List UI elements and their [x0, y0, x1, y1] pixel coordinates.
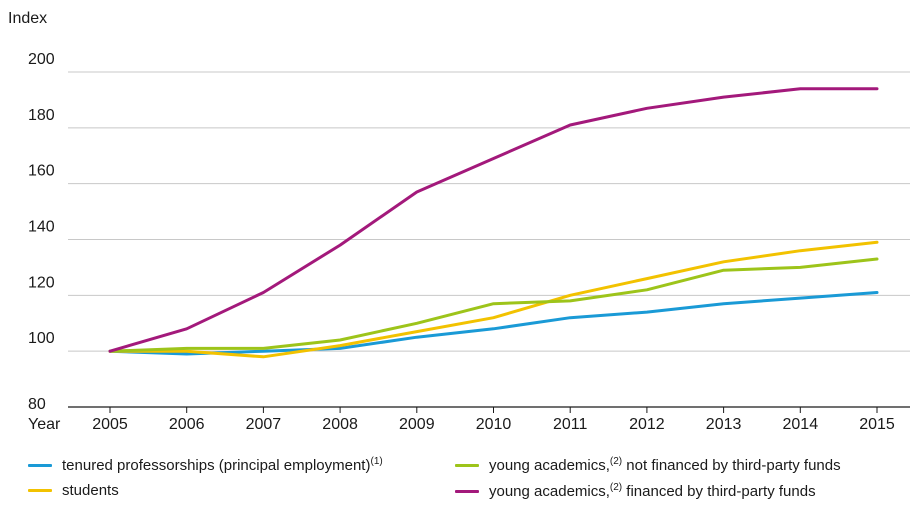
- legend-item-young-financed: young academics,(2) financed by third-pa…: [455, 482, 816, 500]
- x-tick-label: 2010: [476, 416, 512, 433]
- y-axis-ticks: 80 100 120 140 160 180 200: [28, 51, 55, 413]
- x-tick-label: 2006: [169, 416, 205, 433]
- x-axis-ticks: 2005 2006 2007 2008 2009 2010 2011 2012 2013 2014…: [92, 407, 895, 433]
- x-tick-label: 2014: [783, 416, 819, 433]
- legend-label: young academics,: [489, 483, 610, 500]
- x-axis-title: Year: [28, 416, 61, 433]
- x-tick-label: 2009: [399, 416, 435, 433]
- legend-item-young-not-financed: young academics,(2) not financed by thir…: [455, 456, 841, 474]
- legend-label-suffix: not financed by third-party funds: [622, 457, 841, 474]
- y-tick-label: 160: [28, 163, 55, 180]
- legend-footnote: (2): [609, 456, 623, 467]
- legend-label: tenured professorships (principal employ…: [62, 457, 371, 474]
- y-tick-label: 80: [28, 396, 46, 413]
- x-tick-label: 2011: [553, 416, 588, 433]
- legend-swatch: [455, 489, 479, 493]
- x-tick-label: 2015: [859, 416, 895, 433]
- x-tick-label: 2005: [92, 416, 128, 433]
- series-lines: [108, 87, 879, 359]
- series-line-0: [108, 291, 879, 356]
- legend-label-suffix: financed by third-party funds: [622, 483, 816, 500]
- grid-lines: [68, 71, 910, 408]
- legend-swatch: [28, 463, 52, 467]
- y-tick-label: 200: [28, 51, 55, 68]
- series-line-3: [108, 87, 879, 353]
- legend-item-students: students: [28, 482, 119, 499]
- y-tick-label: 100: [28, 330, 55, 347]
- series-line-1: [108, 240, 879, 359]
- legend-swatch: [28, 489, 52, 492]
- legend-footnote: (1): [370, 456, 383, 467]
- x-tick-label: 2007: [246, 416, 282, 433]
- x-tick-label: 2012: [629, 416, 665, 433]
- legend-label: young academics,: [489, 457, 610, 474]
- y-tick-label: 140: [28, 219, 55, 236]
- x-tick-label: 2008: [322, 416, 358, 433]
- legend-label: students: [62, 482, 119, 499]
- legend-footnote: (2): [609, 482, 623, 493]
- y-tick-label: 180: [28, 107, 55, 124]
- y-tick-label: 120: [28, 274, 55, 291]
- legend-swatch: [455, 463, 479, 467]
- legend-item-tenured: tenured professorships (principal employ…: [28, 456, 383, 474]
- series-line-2: [108, 257, 879, 353]
- x-tick-label: 2013: [706, 416, 742, 433]
- y-axis-title: Index: [8, 10, 47, 27]
